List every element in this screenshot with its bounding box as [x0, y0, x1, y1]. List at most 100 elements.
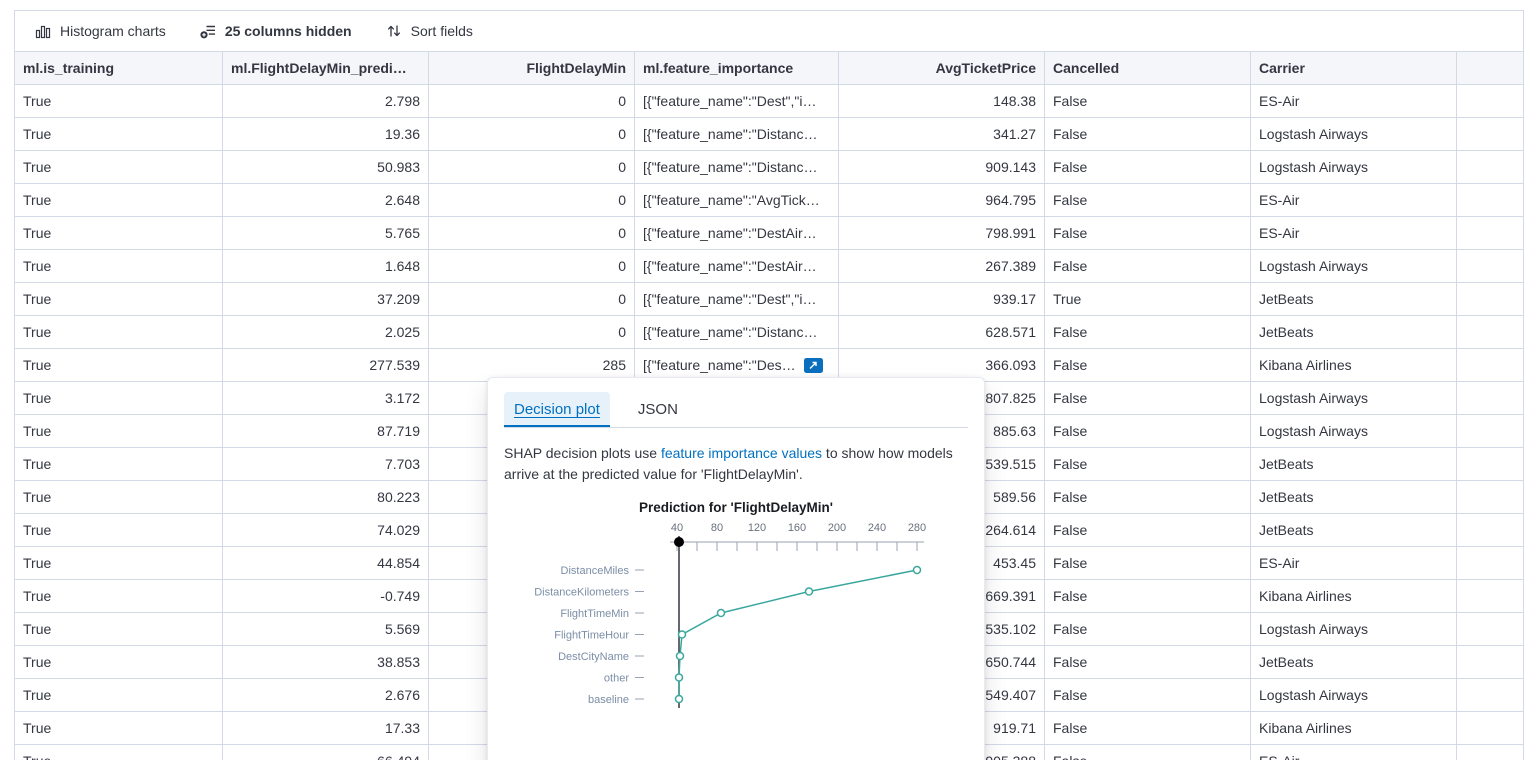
- sort-fields-button[interactable]: Sort fields: [374, 15, 485, 47]
- cell-price[interactable]: 650.744: [839, 646, 1045, 678]
- column-header-importance[interactable]: ml.feature_importance: [635, 52, 839, 84]
- cell-carrier[interactable]: JetBeats: [1251, 283, 1457, 315]
- cell-carrier[interactable]: JetBeats: [1251, 448, 1457, 480]
- cell-predicted[interactable]: 17.33: [223, 712, 429, 744]
- cell-cancelled[interactable]: False: [1045, 547, 1251, 579]
- cell-importance[interactable]: [{"feature_name":"Distanc…: [635, 118, 839, 150]
- cell-price[interactable]: 366.093: [839, 349, 1045, 381]
- cell-delay[interactable]: 0: [429, 250, 635, 282]
- cell-is_training[interactable]: True: [15, 547, 223, 579]
- cell-carrier[interactable]: Logstash Airways: [1251, 151, 1457, 183]
- cell-predicted[interactable]: 19.36: [223, 118, 429, 150]
- cell-price[interactable]: 148.38: [839, 85, 1045, 117]
- cell-predicted[interactable]: 37.209: [223, 283, 429, 315]
- cell-predicted[interactable]: 2.798: [223, 85, 429, 117]
- tab-json[interactable]: JSON: [628, 392, 688, 427]
- cell-predicted[interactable]: 1.648: [223, 250, 429, 282]
- column-header-is_training[interactable]: ml.is_training: [15, 52, 223, 84]
- cell-cancelled[interactable]: False: [1045, 448, 1251, 480]
- cell-is_training[interactable]: True: [15, 745, 223, 760]
- cell-predicted[interactable]: 2.648: [223, 184, 429, 216]
- cell-price[interactable]: 453.45: [839, 547, 1045, 579]
- cell-cancelled[interactable]: False: [1045, 712, 1251, 744]
- cell-is_training[interactable]: True: [15, 646, 223, 678]
- cell-cancelled[interactable]: False: [1045, 514, 1251, 546]
- cell-carrier[interactable]: Kibana Airlines: [1251, 349, 1457, 381]
- cell-delay[interactable]: 0: [429, 184, 635, 216]
- cell-is_training[interactable]: True: [15, 712, 223, 744]
- cell-cancelled[interactable]: False: [1045, 613, 1251, 645]
- cell-is_training[interactable]: True: [15, 118, 223, 150]
- cell-is_training[interactable]: True: [15, 481, 223, 513]
- cell-cancelled[interactable]: False: [1045, 250, 1251, 282]
- cell-cancelled[interactable]: False: [1045, 745, 1251, 760]
- cell-price[interactable]: 341.27: [839, 118, 1045, 150]
- cell-predicted[interactable]: 5.765: [223, 217, 429, 249]
- column-header-price[interactable]: AvgTicketPrice: [839, 52, 1045, 84]
- cell-price[interactable]: 539.515: [839, 448, 1045, 480]
- cell-price[interactable]: 939.17: [839, 283, 1045, 315]
- cell-price[interactable]: 798.991: [839, 217, 1045, 249]
- cell-delay[interactable]: 0: [429, 316, 635, 348]
- cell-cancelled[interactable]: False: [1045, 481, 1251, 513]
- cell-cancelled[interactable]: False: [1045, 349, 1251, 381]
- expand-cell-button[interactable]: [803, 357, 823, 373]
- cell-is_training[interactable]: True: [15, 349, 223, 381]
- cell-price[interactable]: 264.614: [839, 514, 1045, 546]
- cell-predicted[interactable]: -0.749: [223, 580, 429, 612]
- cell-importance[interactable]: [{"feature_name":"DestAir…: [635, 217, 839, 249]
- cell-predicted[interactable]: 7.703: [223, 448, 429, 480]
- cell-is_training[interactable]: True: [15, 283, 223, 315]
- cell-cancelled[interactable]: False: [1045, 85, 1251, 117]
- cell-delay[interactable]: 285: [429, 349, 635, 381]
- cell-predicted[interactable]: 2.025: [223, 316, 429, 348]
- cell-delay[interactable]: 0: [429, 118, 635, 150]
- cell-predicted[interactable]: 5.569: [223, 613, 429, 645]
- cell-price[interactable]: 669.391: [839, 580, 1045, 612]
- cell-predicted[interactable]: 38.853: [223, 646, 429, 678]
- tab-decision-plot[interactable]: Decision plot: [504, 392, 610, 427]
- cell-importance[interactable]: [{"feature_name":"AvgTick…: [635, 184, 839, 216]
- cell-cancelled[interactable]: True: [1045, 283, 1251, 315]
- cell-price[interactable]: 589.56: [839, 481, 1045, 513]
- cell-importance[interactable]: [{"feature_name":"Dest","i…: [635, 85, 839, 117]
- cell-cancelled[interactable]: False: [1045, 580, 1251, 612]
- cell-is_training[interactable]: True: [15, 250, 223, 282]
- cell-carrier[interactable]: Logstash Airways: [1251, 613, 1457, 645]
- cell-cancelled[interactable]: False: [1045, 382, 1251, 414]
- cell-price[interactable]: 909.143: [839, 151, 1045, 183]
- cell-delay[interactable]: 0: [429, 283, 635, 315]
- cell-carrier[interactable]: ES-Air: [1251, 85, 1457, 117]
- cell-price[interactable]: 535.102: [839, 613, 1045, 645]
- cell-is_training[interactable]: True: [15, 151, 223, 183]
- cell-is_training[interactable]: True: [15, 316, 223, 348]
- cell-carrier[interactable]: ES-Air: [1251, 217, 1457, 249]
- cell-carrier[interactable]: JetBeats: [1251, 316, 1457, 348]
- cell-is_training[interactable]: True: [15, 514, 223, 546]
- cell-price[interactable]: 807.825: [839, 382, 1045, 414]
- column-header-delay[interactable]: FlightDelayMin: [429, 52, 635, 84]
- cell-price[interactable]: 905.388: [839, 745, 1045, 760]
- column-header-cancelled[interactable]: Cancelled: [1045, 52, 1251, 84]
- cell-predicted[interactable]: 277.539: [223, 349, 429, 381]
- cell-cancelled[interactable]: False: [1045, 184, 1251, 216]
- cell-importance[interactable]: [{"feature_name":"DestAir…: [635, 250, 839, 282]
- cell-carrier[interactable]: Kibana Airlines: [1251, 712, 1457, 744]
- cell-is_training[interactable]: True: [15, 415, 223, 447]
- cell-predicted[interactable]: 3.172: [223, 382, 429, 414]
- cell-price[interactable]: 919.71: [839, 712, 1045, 744]
- cell-is_training[interactable]: True: [15, 382, 223, 414]
- cell-price[interactable]: 267.389: [839, 250, 1045, 282]
- cell-importance[interactable]: [{"feature_name":"Distanc…: [635, 151, 839, 183]
- cell-predicted[interactable]: 2.676: [223, 679, 429, 711]
- cell-carrier[interactable]: ES-Air: [1251, 547, 1457, 579]
- cell-cancelled[interactable]: False: [1045, 118, 1251, 150]
- cell-is_training[interactable]: True: [15, 217, 223, 249]
- column-header-carrier[interactable]: Carrier: [1251, 52, 1457, 84]
- cell-price[interactable]: 885.63: [839, 415, 1045, 447]
- cell-is_training[interactable]: True: [15, 85, 223, 117]
- cell-cancelled[interactable]: False: [1045, 415, 1251, 447]
- cell-price[interactable]: 549.407: [839, 679, 1045, 711]
- cell-is_training[interactable]: True: [15, 448, 223, 480]
- cell-carrier[interactable]: Logstash Airways: [1251, 250, 1457, 282]
